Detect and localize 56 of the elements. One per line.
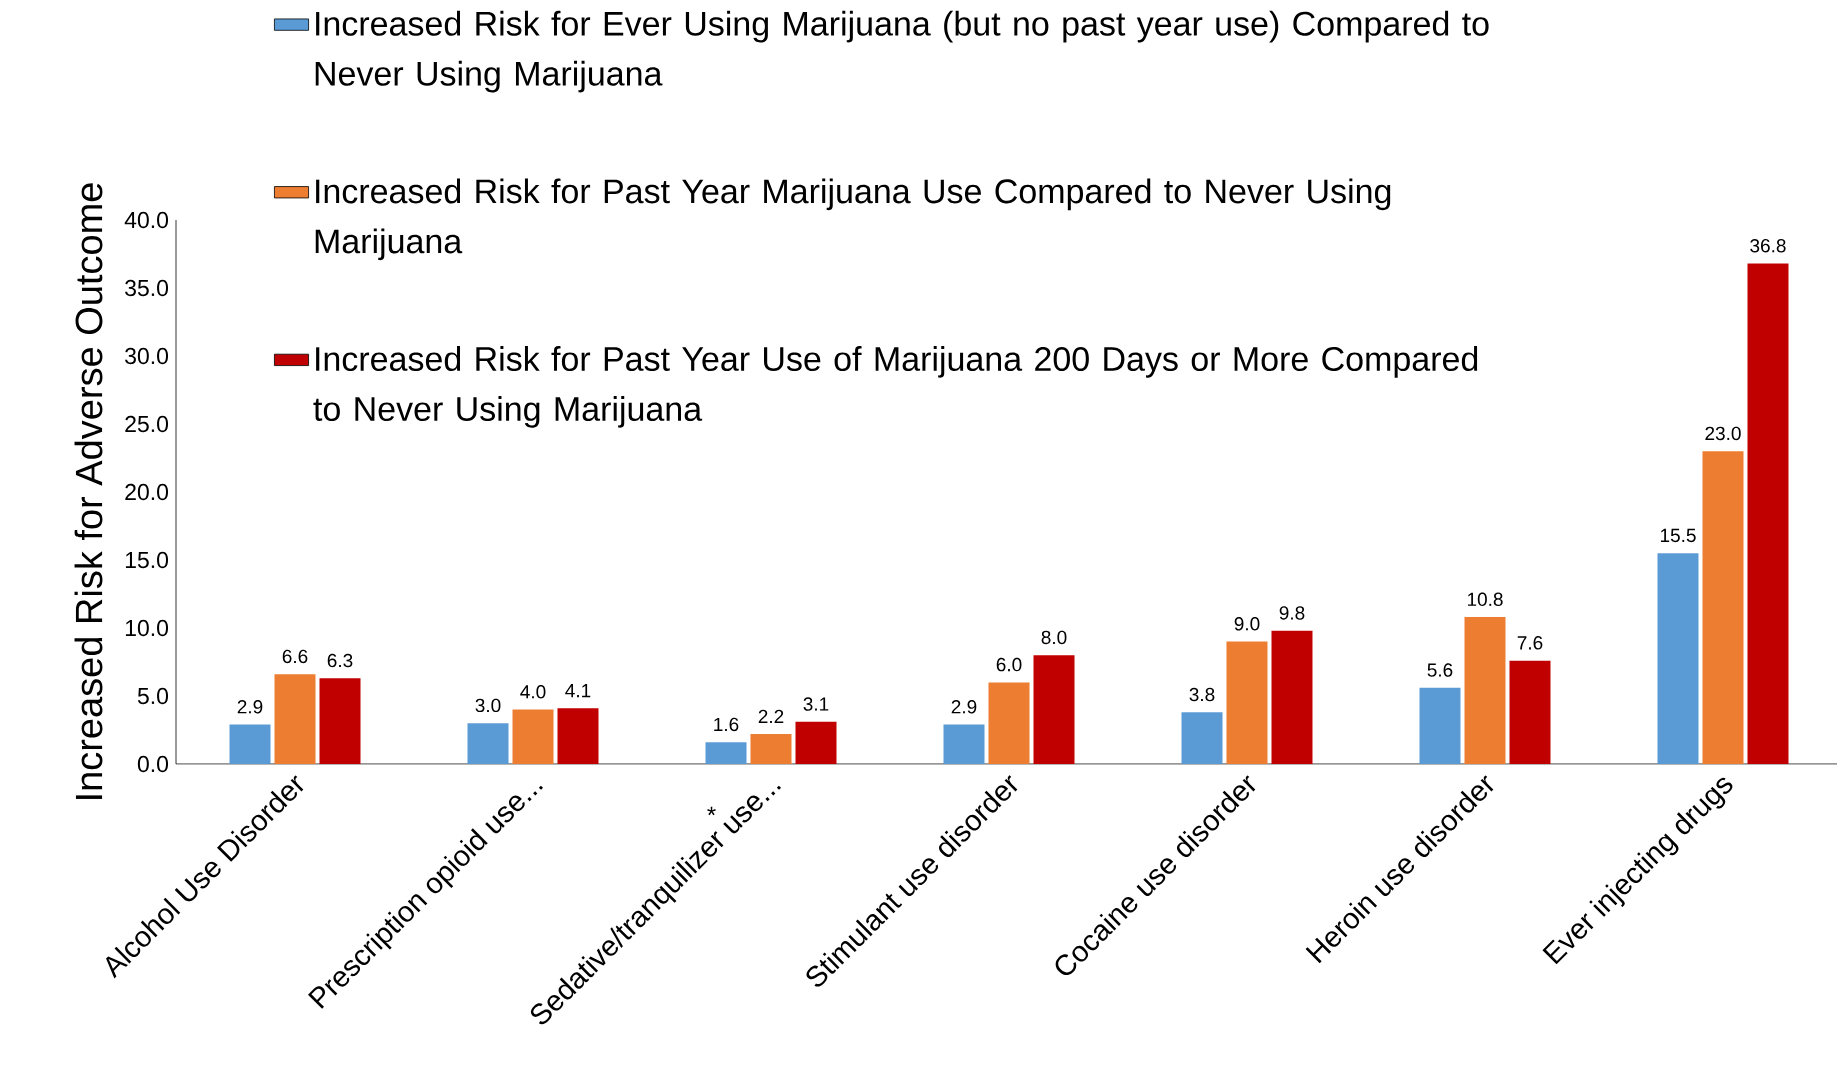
bar — [705, 742, 747, 764]
data-label: 36.8 — [1750, 239, 1786, 253]
bar — [750, 734, 792, 764]
legend-label: Increased Risk for Ever Using Marijuana (but no past year use) Compared to Never Using Marijuana — [315, 10, 1489, 93]
y-tick-label: 25.0 — [125, 415, 169, 433]
data-label: 6.6 — [282, 649, 308, 664]
y-tick-label: 35.0 — [125, 279, 169, 297]
bar — [1419, 687, 1461, 764]
data-label: 4.1 — [565, 684, 591, 698]
bar — [1702, 451, 1744, 764]
data-label: 2.9 — [951, 700, 977, 714]
bar — [1226, 641, 1268, 764]
legend-label: Increased Risk for Past Year Use of Marijuana 200 Days or More Compared to Never Using Marijuana — [313, 346, 1478, 428]
y-tick-label: 15.0 — [125, 551, 169, 569]
data-label: 3.0 — [475, 698, 501, 713]
data-label: 15.5 — [1660, 528, 1696, 543]
data-label: 3.8 — [1189, 687, 1215, 702]
bar — [1509, 660, 1551, 764]
data-label: 23.0 — [1705, 426, 1741, 441]
y-tick-label: 40.0 — [124, 211, 169, 229]
y-axis-title: Increased Risk for Adverse Outcome — [74, 183, 103, 799]
data-label: 3.1 — [803, 697, 829, 711]
data-label: 6.3 — [327, 653, 353, 668]
y-tick-label: 30.0 — [125, 347, 169, 365]
data-label: 6.0 — [996, 657, 1022, 672]
data-label: 10.8 — [1467, 592, 1503, 607]
data-label: 9.0 — [1234, 617, 1260, 631]
bar — [274, 674, 316, 764]
bar — [1271, 630, 1313, 764]
data-label: 7.6 — [1517, 636, 1543, 650]
y-tick-label: 0.0 — [137, 755, 169, 773]
bar — [1657, 553, 1699, 764]
bar — [512, 709, 554, 764]
y-tick-label: 20.0 — [125, 483, 169, 501]
y-tick-label: 5.0 — [137, 687, 169, 705]
data-label: 5.6 — [1427, 663, 1453, 677]
bar — [943, 724, 985, 764]
data-label: 4.0 — [520, 685, 546, 699]
bar — [319, 678, 361, 764]
bar — [467, 723, 509, 764]
data-label: 2.9 — [237, 700, 263, 714]
bar — [229, 724, 271, 764]
legend-label: Increased Risk for Past Year Marijuana Use Compared to Never Using Marijuana — [315, 178, 1391, 261]
bar — [1181, 712, 1223, 764]
data-label: 9.8 — [1279, 606, 1305, 620]
bar — [1747, 263, 1789, 764]
text: * — [707, 806, 716, 816]
bar — [795, 721, 837, 764]
bar — [557, 708, 599, 764]
data-label: 2.2 — [758, 709, 784, 723]
data-label: 1.6 — [714, 717, 739, 732]
data-label: 8.0 — [1041, 630, 1067, 645]
bar — [988, 682, 1030, 764]
bar — [1033, 655, 1075, 764]
bar — [1464, 617, 1506, 764]
y-tick-label: 10.0 — [125, 619, 169, 637]
